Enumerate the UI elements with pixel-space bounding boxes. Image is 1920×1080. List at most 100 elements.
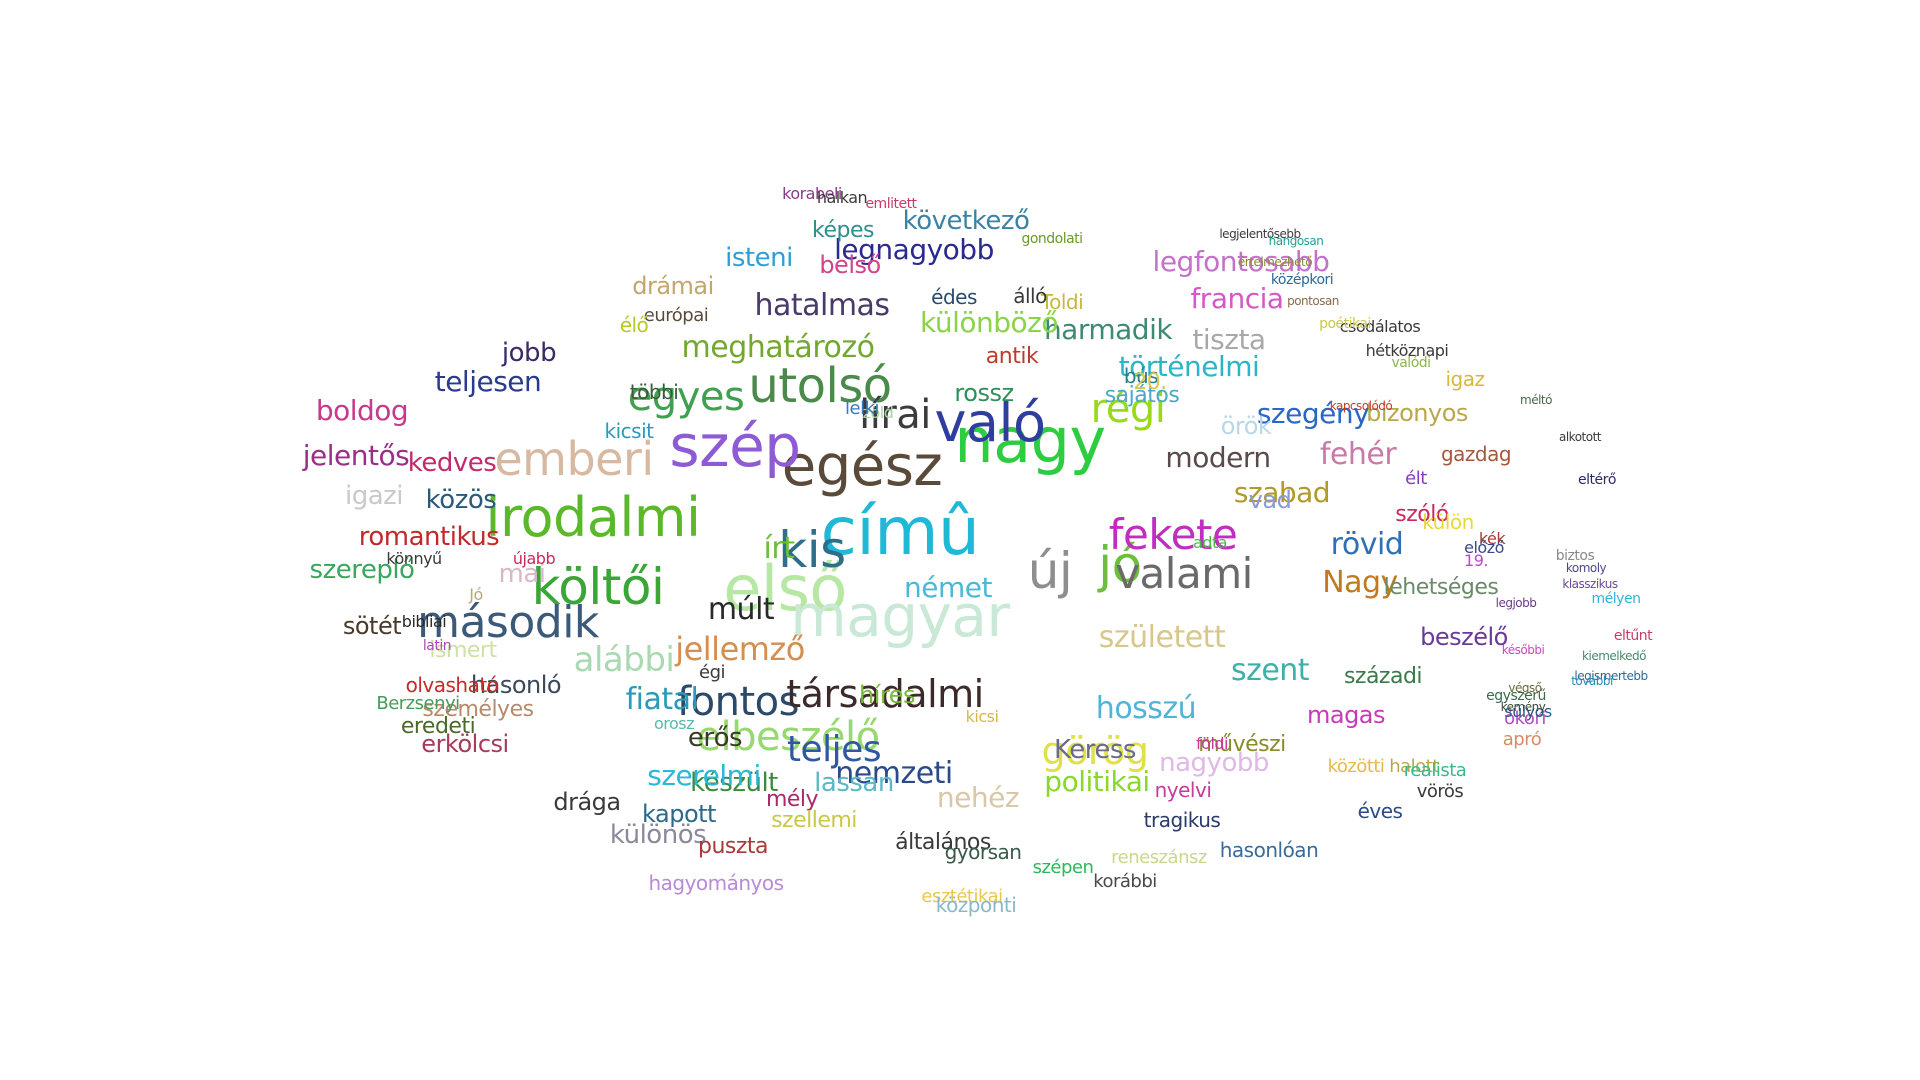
word-cloud-word: személyes	[422, 697, 534, 722]
word-cloud-word: legnagyobb	[834, 233, 994, 266]
word-cloud-word: ismert	[429, 638, 497, 663]
word-cloud-word: kapcsolódó	[1329, 399, 1393, 413]
word-cloud-word: múlt	[707, 592, 775, 627]
word-cloud-word: tragikus	[1143, 808, 1221, 832]
word-cloud-word: nyelvi	[1154, 778, 1212, 802]
word-cloud-word: sötét	[342, 612, 402, 640]
word-cloud-word: halott	[1389, 756, 1439, 777]
word-cloud-word: mai	[498, 559, 546, 589]
word-cloud-word: francia	[1190, 282, 1284, 315]
word-cloud-word: komoly	[1565, 561, 1607, 575]
word-cloud-word: méltó	[1520, 393, 1552, 407]
word-cloud-word: hangosan	[1268, 234, 1324, 248]
word-cloud-word: legismertebb	[1574, 669, 1648, 683]
word-cloud-word: fekete	[1108, 510, 1238, 559]
word-cloud-word: új	[1027, 542, 1073, 600]
word-cloud-word: lehetséges	[1383, 575, 1499, 600]
word-cloud-word: szabad	[1233, 476, 1331, 509]
word-cloud-word: fiatal	[625, 682, 699, 717]
word-cloud-word: 20.	[1133, 370, 1167, 395]
word-cloud-word: fehér	[1319, 437, 1397, 472]
word-cloud-word: klasszikus	[1562, 577, 1618, 591]
word-cloud-word: kék	[1478, 529, 1506, 548]
word-cloud-word: örök	[1220, 412, 1272, 440]
word-cloud-word: égi	[698, 662, 726, 683]
word-cloud-word: készült	[690, 768, 778, 798]
word-cloud-word: csodálatos	[1339, 317, 1421, 336]
word-cloud-word: teljesen	[434, 365, 542, 398]
word-cloud-word: reneszánsz	[1111, 847, 1207, 868]
word-cloud-word: későbbi	[1501, 643, 1545, 657]
word-cloud-word: jó	[1098, 536, 1142, 594]
word-cloud-word: további	[1571, 674, 1613, 688]
word-cloud-word: kedves	[407, 448, 497, 478]
word-cloud-word: közötti	[1327, 756, 1385, 777]
word-cloud-word: élt	[1405, 468, 1427, 489]
word-cloud-word: eredeti	[400, 714, 476, 739]
word-cloud-word: súlyos	[1504, 702, 1552, 721]
word-cloud-word: történelmi	[1118, 350, 1260, 383]
word-cloud-word: emberi	[494, 432, 654, 486]
word-cloud-word: édes	[931, 285, 977, 309]
word-cloud-word: hétköznapi	[1365, 341, 1449, 360]
word-cloud-word: hasonló	[470, 671, 562, 699]
word-cloud-word: rövid	[1330, 527, 1404, 562]
word-cloud-word: bús	[1123, 364, 1159, 388]
word-cloud-word: híres	[859, 681, 916, 709]
word-cloud-word: romantikus	[358, 522, 500, 552]
word-cloud-word: lassan	[814, 768, 894, 798]
word-cloud-word: nehéz	[936, 781, 1020, 814]
word-cloud-word: valódi	[1391, 355, 1431, 371]
word-cloud-word: görög	[1041, 729, 1149, 773]
word-cloud-word: kapott	[642, 800, 716, 828]
word-cloud-word: többi	[629, 380, 679, 404]
word-cloud-word: egész	[781, 434, 943, 499]
word-cloud-word: európai	[643, 305, 709, 326]
word-cloud-word: kicsit	[604, 419, 654, 443]
word-cloud-word: nagyobb	[1159, 748, 1269, 778]
word-cloud-word: régi	[1090, 386, 1166, 432]
word-cloud-word: külön	[1422, 510, 1474, 534]
word-cloud-word: erkölcsi	[421, 730, 509, 758]
word-cloud-word: bizonyos	[1366, 399, 1468, 427]
word-cloud-word: könnyű	[386, 549, 442, 568]
word-cloud-word: kemény	[1500, 700, 1546, 714]
word-cloud-word: valami	[1115, 549, 1253, 598]
word-cloud-word: második	[417, 597, 599, 648]
word-cloud-word: hasonlóan	[1219, 838, 1319, 862]
word-cloud-word: nagy	[954, 404, 1106, 477]
word-cloud-word: Jó	[469, 585, 483, 604]
word-cloud-word: hosszú	[1095, 691, 1197, 726]
word-cloud-word: korábbi	[1093, 871, 1157, 892]
word-cloud-word: utolsó	[748, 358, 892, 414]
word-cloud-word: született	[1098, 620, 1226, 655]
word-cloud-word: Toldi	[1040, 290, 1084, 314]
word-cloud-word: magas	[1306, 701, 1386, 729]
word-cloud-word: korabeli	[782, 184, 842, 203]
word-cloud-word: jelentős	[302, 439, 410, 472]
word-cloud-word: szereplő	[309, 555, 415, 585]
word-cloud-word: legjelentősebb	[1219, 227, 1301, 241]
word-cloud-word: címû	[820, 493, 980, 570]
word-cloud-word: kis	[778, 521, 846, 579]
word-cloud-word: realista	[1403, 760, 1467, 781]
word-cloud-word: egyszerű	[1486, 688, 1546, 704]
word-cloud-word: élő	[619, 313, 649, 337]
word-cloud-word: végső	[1508, 681, 1542, 695]
word-cloud-word: rossz	[954, 379, 1014, 407]
word-cloud-word: középkori	[1270, 272, 1334, 288]
word-cloud-word: bibliai	[401, 612, 447, 631]
word-cloud-word: modern	[1165, 441, 1271, 474]
word-cloud-word: Nagy	[1322, 565, 1398, 600]
word-cloud-word: hatalmas	[754, 288, 890, 323]
word-cloud-word: mély	[765, 787, 819, 812]
word-cloud-word: szóló	[1395, 502, 1449, 527]
word-cloud-word: lelki	[844, 398, 880, 419]
word-cloud-word: tiszta	[1192, 323, 1266, 356]
word-cloud-word: nemzeti	[835, 756, 953, 791]
word-cloud-word: szerelmi	[647, 759, 761, 792]
word-cloud-word: központi	[935, 893, 1017, 917]
word-cloud-word: vörös	[1416, 781, 1464, 802]
word-cloud-word: esztétikai	[921, 886, 1003, 907]
